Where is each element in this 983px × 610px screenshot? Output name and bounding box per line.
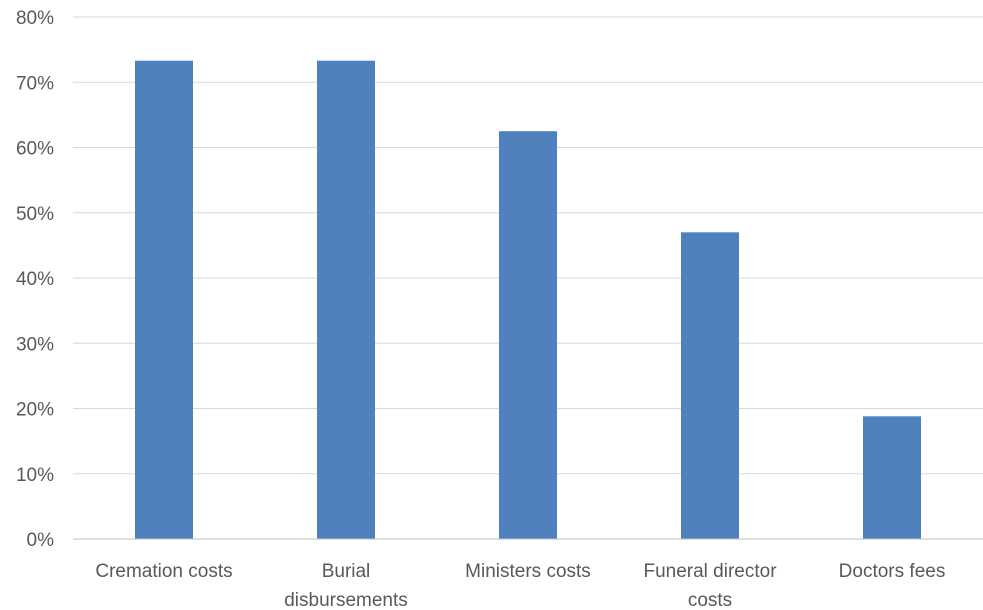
x-tick-label-line: Doctors fees: [839, 561, 946, 582]
y-tick-label: 0%: [27, 530, 55, 551]
y-tick-label: 70%: [16, 73, 54, 94]
x-tick-label: Burial disbursements: [284, 561, 408, 610]
x-tick-label-line: Cremation costs: [95, 561, 232, 582]
bar: [681, 232, 739, 539]
x-tick-label-line: Ministers costs: [465, 561, 591, 582]
bar: [499, 131, 557, 539]
x-tick-label: Ministers costs: [465, 561, 591, 582]
x-tick-label-line: Burial: [322, 561, 371, 582]
y-tick-label: 40%: [16, 269, 54, 290]
x-tick-label: Funeral director costs: [643, 561, 777, 610]
x-tick-label: Cremation costs: [95, 561, 232, 582]
y-tick-label: 30%: [16, 334, 54, 355]
bar: [135, 60, 193, 539]
x-axis: Cremation costs Burial disbursements Minist…: [73, 538, 983, 610]
y-tick-label: 10%: [16, 465, 54, 486]
bar: [317, 60, 375, 539]
bar: [863, 416, 921, 539]
y-tick-label: 80%: [16, 8, 54, 29]
x-tick-label: Doctors fees: [839, 561, 946, 582]
y-tick-label: 20%: [16, 400, 54, 421]
y-tick-label: 60%: [16, 139, 54, 160]
y-tick-label: 50%: [16, 204, 54, 225]
bars: [135, 60, 921, 539]
x-tick-label-line: costs: [688, 590, 732, 610]
x-tick-label-line: Funeral director: [643, 561, 777, 582]
y-axis: 0% 10% 20% 30% 40% 50% 60% 70% 80%: [16, 8, 54, 551]
x-tick-label-line: disbursements: [284, 590, 408, 610]
